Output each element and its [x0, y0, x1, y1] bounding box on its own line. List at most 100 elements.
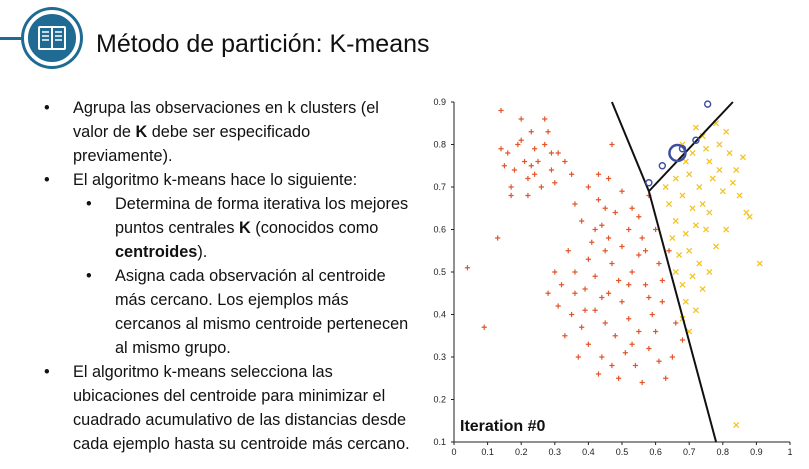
data-point-plus	[552, 180, 558, 186]
bullet-item: El algoritmo k-means hace lo siguiente:	[42, 168, 412, 192]
bullet-list: Agrupa las observaciones en k clusters (…	[42, 96, 412, 456]
logo-badge	[24, 10, 80, 66]
x-tick-label: 0.1	[481, 447, 494, 457]
data-point-plus	[562, 158, 568, 165]
data-point-cross	[676, 251, 683, 259]
data-point-plus	[595, 371, 602, 377]
data-point-plus	[589, 239, 595, 245]
data-point-cross	[746, 213, 753, 220]
data-point-cross	[726, 149, 733, 157]
data-point-plus	[538, 184, 544, 190]
bullet-item: El algoritmo k-means selecciona las ubic…	[42, 360, 412, 456]
data-point-plus	[532, 171, 538, 177]
x-tick-label: 0.2	[515, 447, 528, 457]
y-tick-label: 0.9	[433, 97, 446, 107]
data-point-plus	[626, 316, 632, 322]
y-tick-label: 0.5	[433, 267, 446, 277]
data-point-cross	[679, 192, 686, 199]
kmeans-scatter-chart: 0.1 0.2 0.3 0.4 0.5 0.6 0.7 0.8 0.9 0 0.1 0.2 0.3 0.4…	[433, 97, 792, 457]
data-point-plus	[585, 184, 591, 190]
y-tick-label: 0.1	[433, 437, 446, 447]
data-point-plus	[642, 248, 649, 254]
data-point-plus	[626, 282, 632, 288]
data-point-cross	[679, 281, 686, 288]
data-point-cross	[672, 175, 679, 182]
data-point-plus	[609, 260, 615, 267]
data-point-plus	[663, 375, 669, 381]
data-point-cross	[692, 307, 699, 314]
data-point-plus	[629, 341, 635, 347]
data-point-plus	[629, 269, 635, 275]
data-point-plus	[528, 163, 534, 169]
data-point-plus	[575, 354, 581, 360]
data-point-plus	[552, 269, 558, 275]
data-point-plus	[558, 282, 565, 288]
data-point-plus	[649, 311, 655, 318]
data-point-cross	[706, 158, 713, 165]
data-point-cross	[666, 200, 673, 208]
data-point-plus	[599, 354, 605, 360]
data-point-plus	[679, 337, 686, 343]
data-point-plus	[626, 226, 632, 233]
data-point-plus	[612, 209, 618, 216]
data-point-plus	[653, 226, 659, 233]
data-point-plus	[609, 362, 615, 369]
data-point-cross	[702, 226, 710, 233]
data-point-cross	[733, 166, 740, 174]
data-point-plus	[605, 175, 612, 182]
data-point-plus	[612, 333, 618, 339]
data-point-plus	[542, 116, 548, 122]
data-point-plus	[572, 201, 578, 207]
data-point-plus	[508, 184, 514, 190]
data-point-plus	[646, 294, 652, 301]
data-point-cross	[672, 217, 679, 225]
data-point-plus	[616, 375, 622, 381]
bullet-item: Agrupa las observaciones en k clusters (…	[42, 96, 412, 168]
centroid-marker	[692, 136, 700, 144]
data-point-plus	[545, 290, 551, 296]
data-point-cross	[662, 183, 669, 191]
data-point-plus	[548, 150, 555, 156]
y-tick-label: 0.8	[433, 140, 446, 150]
data-point-cross	[729, 179, 736, 186]
data-point-cross	[706, 209, 713, 216]
bullet-bold-text: centroides	[115, 243, 198, 261]
data-point-plus	[599, 294, 605, 301]
bullet-text: Determina de forma iterativa los mejores…	[115, 195, 409, 237]
data-point-cross	[699, 132, 706, 140]
data-point-cross	[736, 192, 743, 199]
data-point-plus	[636, 214, 642, 220]
data-point-plus	[542, 141, 548, 148]
data-point-plus	[656, 260, 662, 267]
data-point-plus	[636, 328, 642, 335]
data-point-plus	[592, 307, 598, 313]
x-tick-label: 0.5	[616, 447, 629, 457]
data-point-plus	[592, 273, 598, 279]
cluster-boundary-line	[647, 190, 718, 443]
x-tick-label: 0.7	[683, 447, 696, 457]
data-point-plus	[464, 265, 471, 271]
data-point-plus	[582, 286, 588, 292]
data-point-plus	[585, 256, 591, 262]
x-tick-label: 0.4	[582, 447, 595, 457]
data-point-plus	[582, 307, 588, 313]
data-point-cross	[723, 128, 730, 135]
data-point-plus	[653, 328, 659, 335]
data-point-plus	[602, 248, 608, 254]
data-point-cross	[686, 247, 693, 254]
data-point-plus	[646, 345, 652, 352]
data-point-plus	[632, 362, 639, 369]
data-point-cross	[716, 141, 723, 148]
data-point-plus	[548, 167, 555, 173]
y-tick-label: 0.6	[433, 225, 446, 235]
data-point-plus	[642, 282, 649, 288]
bullet-text: Agrupa las observaciones en k clusters (…	[73, 99, 379, 141]
data-point-plus	[659, 277, 665, 284]
data-point-plus	[498, 146, 504, 152]
data-point-cross	[672, 268, 679, 276]
data-point-plus	[535, 158, 541, 165]
data-point-plus	[555, 303, 561, 309]
data-point-cross	[756, 260, 763, 267]
data-point-cross	[699, 200, 706, 208]
data-point-plus	[508, 192, 514, 199]
